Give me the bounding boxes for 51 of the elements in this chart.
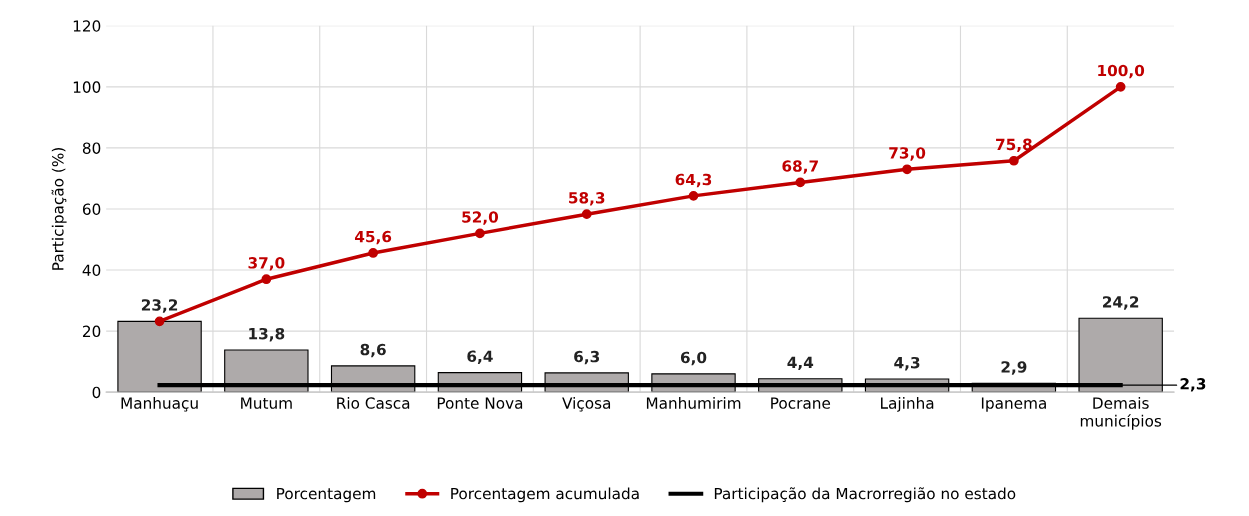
legend-label: Porcentagem acumulada (451, 487, 639, 503)
data-label: 4,3 (894, 356, 920, 371)
legend-label: Participação da Macrorregião no estado (714, 487, 1016, 503)
y-tick-label: 0 (92, 386, 101, 399)
x-tick-label: Lajinha (881, 397, 934, 412)
x-tick-label: Rio Casca (337, 397, 410, 409)
point (368, 248, 379, 258)
y-tick-label: 20 (82, 325, 101, 338)
x-tick-label: Demais municípios (1080, 397, 1162, 430)
data-label: 64,3 (675, 173, 712, 188)
point (261, 274, 272, 285)
point (795, 177, 806, 188)
data-label: 75,8 (996, 138, 1032, 153)
x-tick-label: Ipanema (981, 397, 1046, 412)
legend-label: Porcentagem (277, 487, 376, 503)
data-label: 8,6 (360, 343, 386, 358)
point (1009, 155, 1019, 166)
y-tick-label: 100 (73, 81, 101, 93)
y-axis-title: Participação (%) (51, 148, 67, 270)
x-tick-label: Mutum (241, 397, 292, 409)
point (688, 190, 699, 201)
data-label: 4,4 (787, 356, 814, 371)
point (154, 316, 165, 327)
data-label: 52,0 (462, 211, 499, 225)
data-label: 6,3 (574, 350, 600, 365)
data-label: 6,4 (467, 350, 493, 364)
y-tick-label: 60 (82, 203, 101, 215)
x-tick-label: Ponte Nova (437, 397, 523, 409)
data-label: 2,3 (1180, 378, 1206, 392)
x-tick-label: Viçosa (562, 397, 611, 412)
data-label: 37,0 (248, 257, 285, 271)
point (581, 209, 592, 220)
point (1115, 81, 1126, 92)
data-label: 24,2 (1103, 296, 1139, 310)
data-label: 58,3 (569, 192, 605, 206)
y-tick-label: 40 (82, 264, 101, 277)
data-label: 45,6 (354, 230, 392, 245)
point (902, 164, 912, 175)
x-tick-label: Manhuaçu (121, 397, 198, 412)
y-tick-label: 80 (82, 142, 101, 154)
x-tick-label: Pocrane (771, 397, 831, 409)
point (475, 228, 485, 239)
data-label: 13,8 (249, 327, 285, 342)
x-tick-label: Manhumirim (646, 397, 741, 409)
data-label: 2,9 (1001, 361, 1027, 375)
data-label: 73,0 (889, 147, 926, 161)
data-label: 23,2 (141, 299, 178, 313)
data-label: 6,0 (680, 351, 707, 366)
data-label: 68,7 (782, 160, 818, 174)
data-label: 100,0 (1098, 64, 1145, 79)
y-tick-label: 120 (73, 20, 101, 32)
